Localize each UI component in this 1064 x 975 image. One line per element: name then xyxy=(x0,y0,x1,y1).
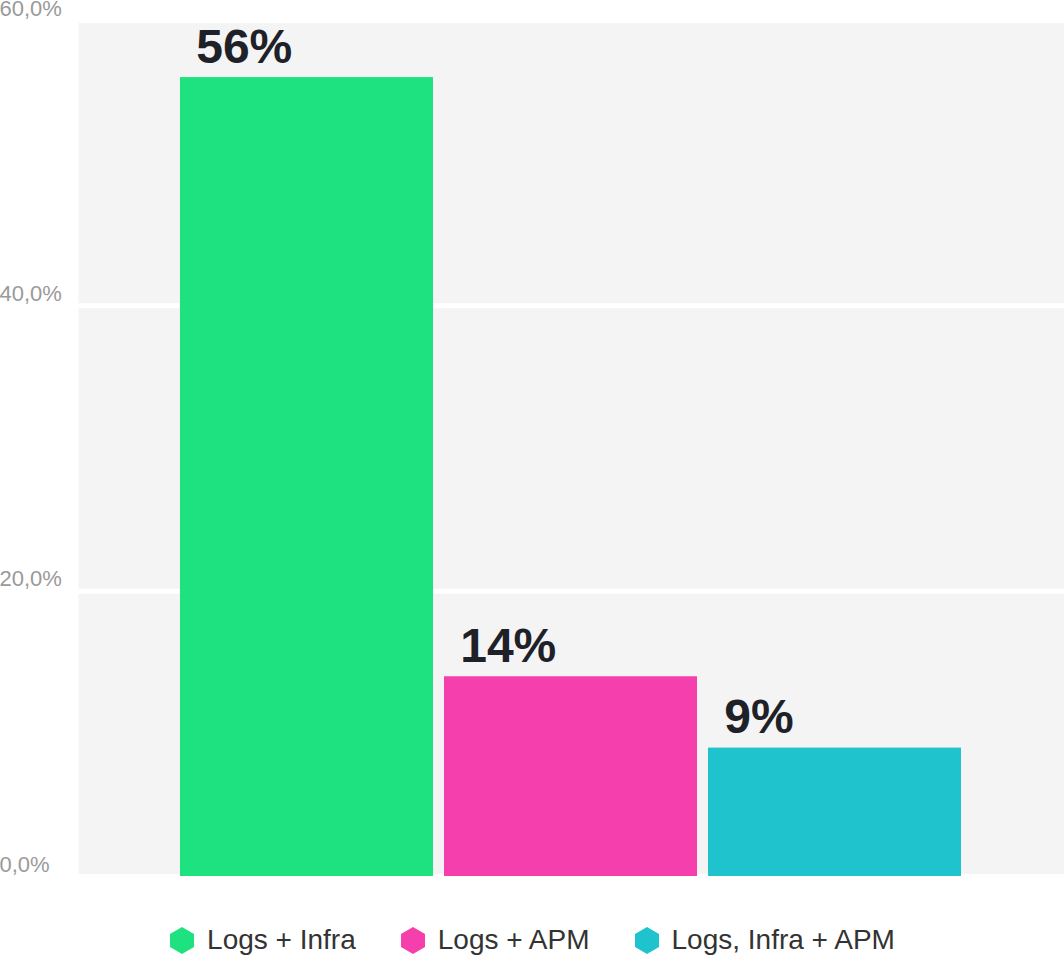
svg-text:40,0%: 40,0% xyxy=(0,281,62,306)
svg-text:56%: 56% xyxy=(196,20,292,73)
svg-text:9%: 9% xyxy=(724,690,793,743)
svg-text:20,0%: 20,0% xyxy=(0,566,62,591)
svg-text:60,0%: 60,0% xyxy=(0,0,62,21)
html-text:Logs + APM: Logs + APM xyxy=(437,924,590,955)
svg-text:0,0%: 0,0% xyxy=(0,852,50,877)
svg-text:14%: 14% xyxy=(460,619,556,672)
html-text:Logs, Infra + APM: Logs, Infra + APM xyxy=(671,924,895,955)
html-text:Logs + Infra: Logs + Infra xyxy=(207,924,356,955)
